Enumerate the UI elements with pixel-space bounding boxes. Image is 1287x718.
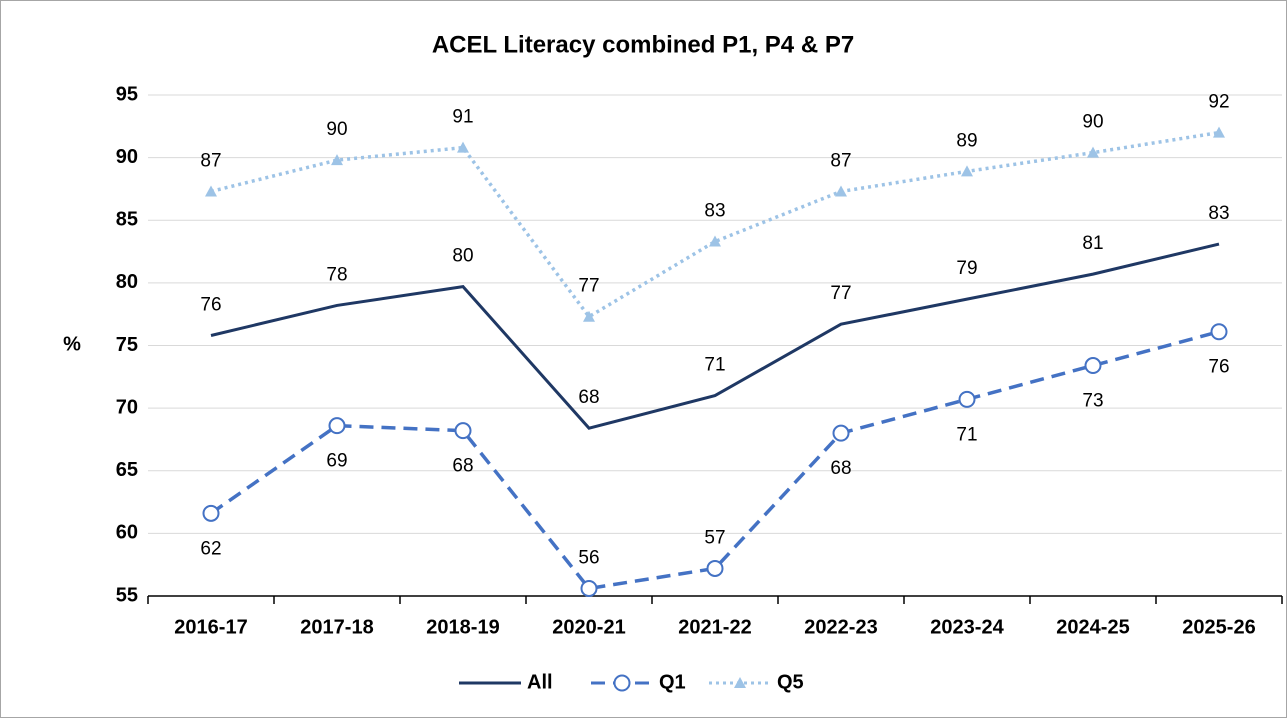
point-marker xyxy=(709,235,721,247)
data-label: 90 xyxy=(1082,112,1103,133)
series-line xyxy=(210,242,1220,430)
legend-label: All xyxy=(527,671,553,693)
y-tick-label: 95 xyxy=(116,83,138,105)
data-label: 90 xyxy=(326,119,347,140)
data-label: 77 xyxy=(578,276,599,297)
y-tick-label: 75 xyxy=(116,334,138,356)
legend-item: Q5 xyxy=(709,671,804,693)
x-tick-label: 2020-21 xyxy=(552,616,625,638)
point-marker xyxy=(1213,126,1225,138)
point-marker xyxy=(454,422,472,440)
y-tick-label: 90 xyxy=(116,146,138,168)
point-marker xyxy=(958,390,976,408)
point-marker xyxy=(706,559,724,577)
point-marker xyxy=(835,185,847,197)
data-label: 92 xyxy=(1208,92,1229,113)
data-label: 62 xyxy=(200,538,221,559)
data-label: 79 xyxy=(956,258,977,279)
y-axis-label: % xyxy=(63,333,81,355)
point-marker xyxy=(961,165,973,177)
data-label: 77 xyxy=(830,283,851,304)
point-marker xyxy=(202,504,220,522)
point-marker xyxy=(1084,357,1102,375)
x-tick-label: 2021-22 xyxy=(678,616,751,638)
y-tick-label: 65 xyxy=(116,459,138,481)
data-label: 76 xyxy=(200,294,221,315)
data-label: 89 xyxy=(956,130,977,151)
y-tick-label: 55 xyxy=(116,584,138,606)
x-tick-label: 2023-24 xyxy=(930,616,1004,638)
x-tick-label: 2016-17 xyxy=(174,616,247,638)
x-tick-label: 2024-25 xyxy=(1056,616,1129,638)
data-label: 91 xyxy=(452,107,473,128)
point-marker xyxy=(1210,323,1228,341)
data-label: 87 xyxy=(830,150,851,171)
data-label: 71 xyxy=(704,355,725,376)
data-label: 69 xyxy=(326,451,347,472)
data-label: 83 xyxy=(704,201,725,222)
data-label: 81 xyxy=(1082,233,1103,254)
chart-title: ACEL Literacy combined P1, P4 & P7 xyxy=(432,31,854,58)
data-label: 87 xyxy=(200,150,221,171)
x-tick-label: 2018-19 xyxy=(426,616,499,638)
x-tick-label: 2025-26 xyxy=(1182,616,1255,638)
legend-label: Q1 xyxy=(659,671,686,693)
legend-label: Q5 xyxy=(777,671,804,693)
x-tick-label: 2017-18 xyxy=(300,616,373,638)
point-marker xyxy=(331,154,343,166)
data-label: 57 xyxy=(704,527,725,548)
y-tick-label: 60 xyxy=(116,522,138,544)
data-label: 80 xyxy=(452,246,473,267)
data-label: 73 xyxy=(1082,391,1103,412)
legend-marker xyxy=(734,677,746,688)
data-label: 83 xyxy=(1208,203,1229,224)
legend-item: All xyxy=(459,671,553,693)
point-marker xyxy=(583,310,595,322)
data-label: 68 xyxy=(578,387,599,408)
point-marker xyxy=(832,424,850,442)
legend-item: Q1 xyxy=(591,671,686,693)
x-tick-label: 2022-23 xyxy=(804,616,877,638)
y-tick-label: 85 xyxy=(116,209,138,231)
point-marker xyxy=(1087,146,1099,158)
data-label: 68 xyxy=(830,458,851,479)
point-marker xyxy=(205,185,217,197)
data-label: 78 xyxy=(326,264,347,285)
data-label: 71 xyxy=(956,424,977,445)
data-label: 68 xyxy=(452,456,473,477)
y-tick-label: 80 xyxy=(116,271,138,293)
point-marker xyxy=(457,141,469,153)
legend-marker xyxy=(613,674,631,692)
data-label: 76 xyxy=(1208,357,1229,378)
point-marker xyxy=(328,417,346,435)
data-label: 56 xyxy=(578,548,599,569)
y-tick-label: 70 xyxy=(116,396,138,418)
point-marker xyxy=(580,579,598,597)
